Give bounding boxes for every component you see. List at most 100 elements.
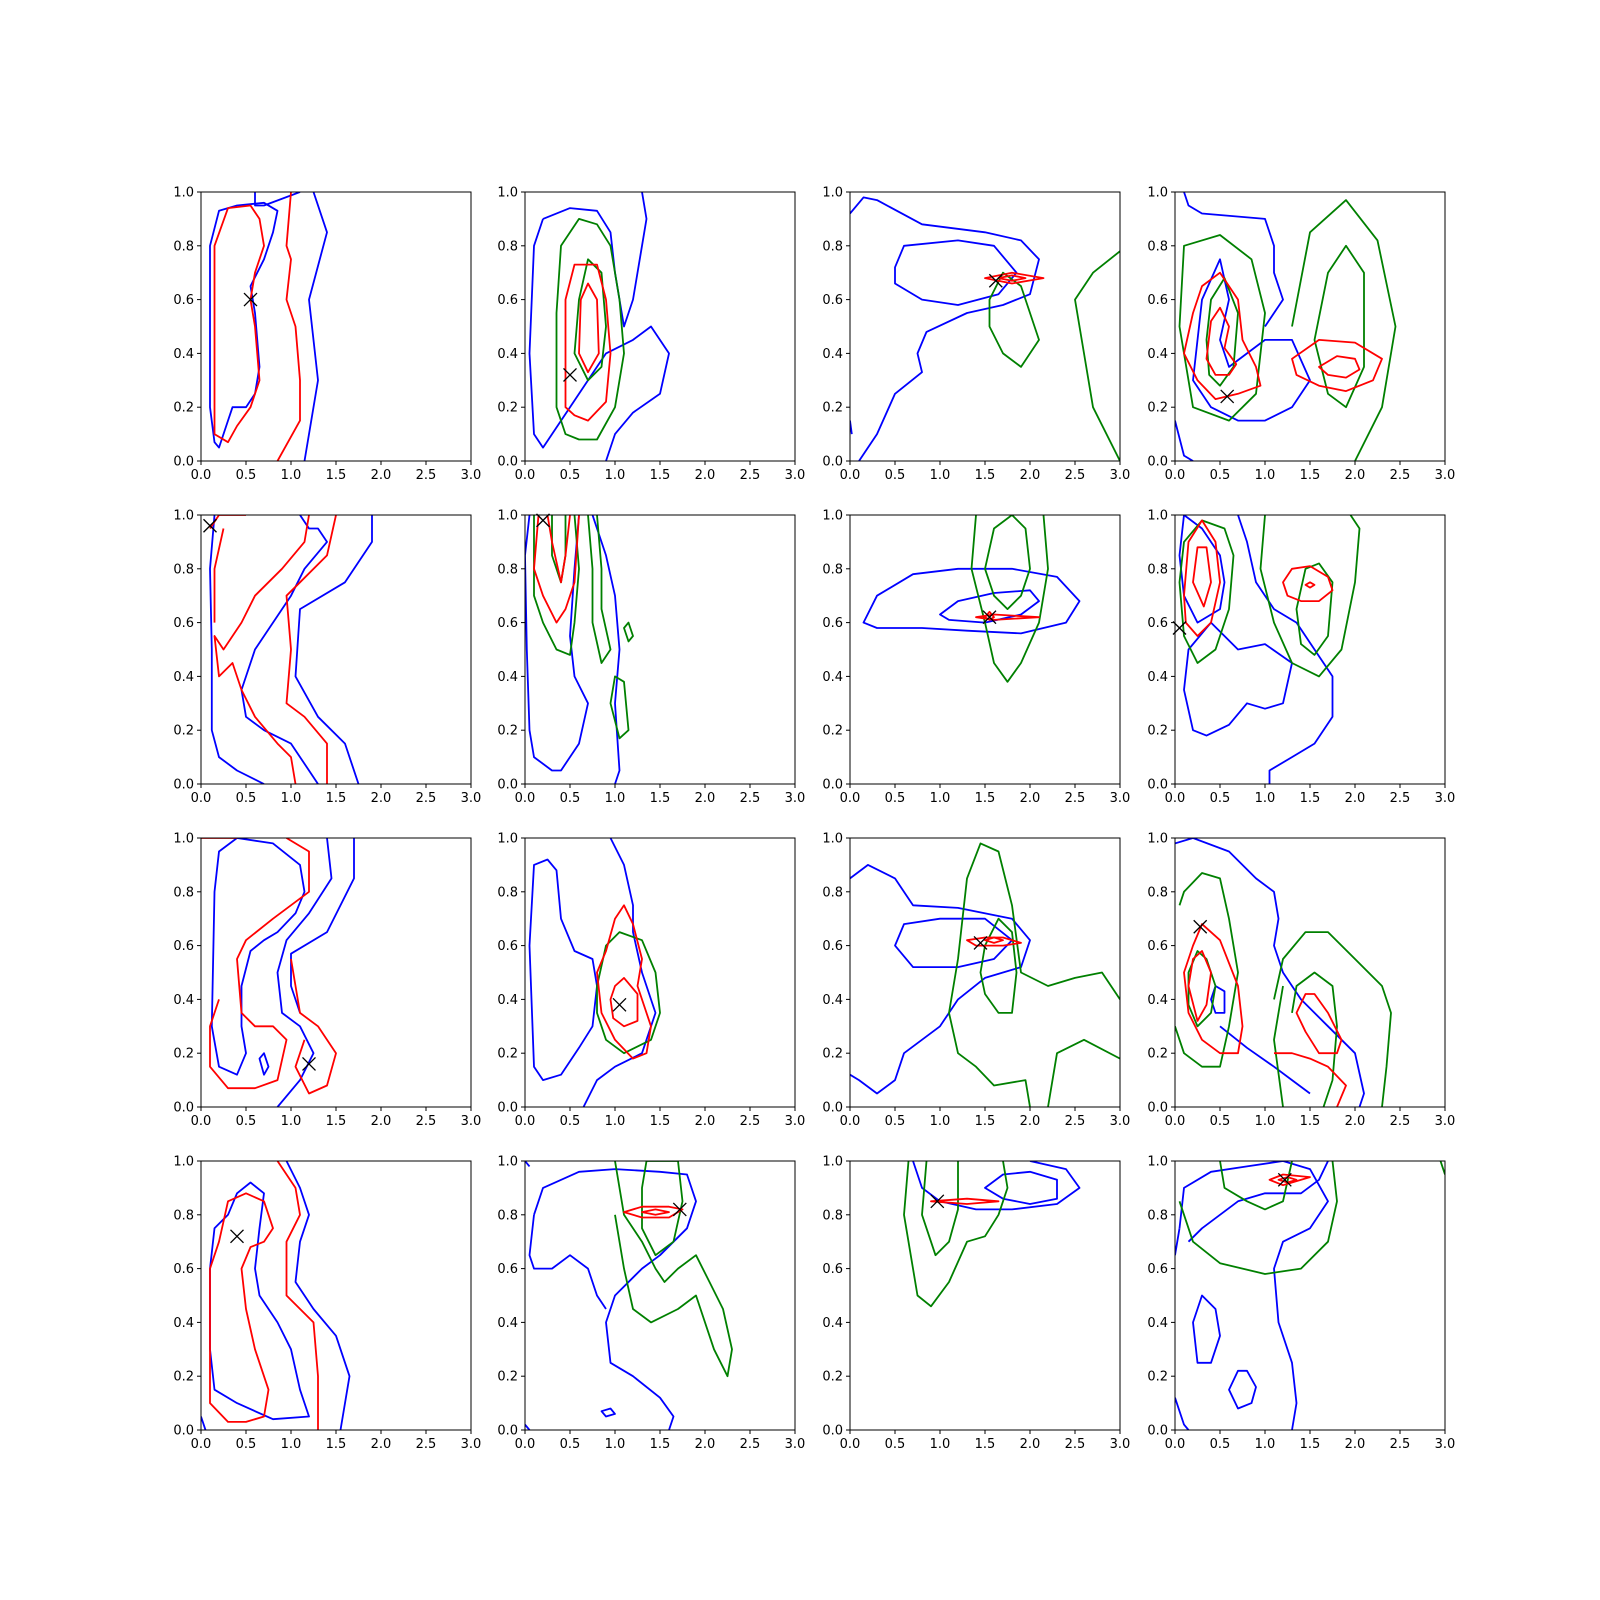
- red-contour-line: [1192, 546, 1212, 608]
- y-tick-label: 0.2: [173, 401, 194, 416]
- green-contour-line: [1439, 1161, 1445, 1175]
- axes-frame: [200, 1160, 472, 1431]
- red-contour-line: [997, 274, 1027, 282]
- red-contour-line: [1295, 993, 1343, 1055]
- axes-frame: [1174, 1160, 1446, 1431]
- y-tick-label: 0.2: [497, 401, 518, 416]
- axes-frame: [849, 1160, 1121, 1431]
- subplot-r1-c3: 0.0 0.5 1.0 1.5 2.0 2.5 3.0 0.0 0.2 0.4 0.6 0.8 1.0: [1147, 509, 1455, 807]
- x-tick-label: 1.5: [326, 791, 347, 806]
- red-contour-line: [1187, 950, 1212, 1022]
- blue-contour-line: [600, 1407, 616, 1418]
- x-tick-label: 2.5: [416, 1114, 437, 1129]
- axes-frame: [849, 837, 1121, 1108]
- subplot-r1-c1: 0.0 0.5 1.0 1.5 2.0 2.5 3.0 0.0 0.2 0.4 0.6 0.8 1.0: [497, 509, 805, 807]
- subplot-r1-c0: 0.0 0.5 1.0 1.5 2.0 2.5 3.0 0.0 0.2 0.4 0.6 0.8 1.0: [173, 509, 481, 807]
- y-tick-label: 0.8: [1147, 562, 1168, 577]
- y-tick-label: 0.4: [822, 1316, 843, 1331]
- blue-contour-line: [1175, 420, 1194, 461]
- blue-contour-line: [1192, 1294, 1221, 1364]
- subplot-r2-c2: 0.0 0.5 1.0 1.5 2.0 2.5 3.0 0.0 0.2 0.4 0.6 0.8 1.0: [822, 832, 1130, 1130]
- blue-contour-line: [939, 589, 1040, 624]
- green-contour-line: [596, 931, 661, 1055]
- y-tick-label: 1.0: [497, 832, 518, 847]
- axes-frame: [524, 1160, 796, 1431]
- y-tick-label: 0.4: [822, 993, 843, 1008]
- subplot-r2-c1: 0.0 0.5 1.0 1.5 2.0 2.5 3.0 0.0 0.2 0.4 0.6 0.8 1.0: [497, 832, 805, 1130]
- x-tick-label: 3.0: [1110, 1437, 1131, 1452]
- x-tick-label: 2.0: [371, 1114, 392, 1129]
- blue-contour-line: [528, 1214, 607, 1310]
- x-tick-label: 0.0: [1165, 791, 1186, 806]
- red-contour-line: [290, 958, 337, 1095]
- x-tick-label: 3.0: [785, 1114, 806, 1129]
- x-tick-label: 0.5: [236, 468, 257, 483]
- y-tick-label: 0.0: [173, 1101, 194, 1116]
- x-tick-label: 0.0: [1165, 1114, 1186, 1129]
- x-tick-label: 0.0: [515, 1114, 536, 1129]
- blue-contour-line: [525, 1424, 531, 1430]
- x-tick-label: 3.0: [1435, 468, 1456, 483]
- y-tick-label: 1.0: [497, 186, 518, 201]
- blue-contour-line: [303, 192, 328, 461]
- y-tick-label: 1.0: [173, 509, 194, 524]
- x-tick-label: 1.0: [605, 791, 626, 806]
- y-tick-label: 0.2: [822, 1047, 843, 1062]
- green-contour-line: [555, 217, 625, 441]
- y-tick-label: 0.6: [173, 939, 194, 954]
- x-tick-label: 0.5: [885, 791, 906, 806]
- green-contour-line: [623, 621, 634, 643]
- y-tick-label: 0.2: [173, 1047, 194, 1062]
- x-tick-label: 3.0: [785, 1437, 806, 1452]
- y-tick-label: 1.0: [497, 509, 518, 524]
- x-tick-label: 2.0: [1345, 791, 1366, 806]
- subplot-r3-c3: 0.0 0.5 1.0 1.5 2.0 2.5 3.0 0.0 0.2 0.4 0.6 0.8 1.0: [1147, 1155, 1455, 1453]
- red-contour-line: [1318, 355, 1361, 379]
- y-tick-label: 0.2: [822, 1370, 843, 1385]
- y-tick-label: 0.4: [173, 670, 194, 685]
- y-tick-label: 0.4: [173, 1316, 194, 1331]
- contour-lines: [850, 196, 1120, 461]
- y-tick-label: 0.2: [822, 724, 843, 739]
- x-tick-label: 3.0: [785, 791, 806, 806]
- contour-lines: [862, 515, 1081, 683]
- x-tick-label: 1.0: [281, 1114, 302, 1129]
- x-tick-label: 0.5: [885, 1114, 906, 1129]
- contour-lines: [528, 192, 670, 461]
- y-tick-label: 1.0: [173, 186, 194, 201]
- y-tick-label: 1.0: [497, 1155, 518, 1170]
- x-tick-label: 1.0: [281, 791, 302, 806]
- x-tick-label: 2.0: [1020, 1437, 1041, 1452]
- red-contour-line: [609, 977, 639, 1028]
- y-tick-label: 0.2: [497, 724, 518, 739]
- x-tick-label: 2.5: [1065, 791, 1086, 806]
- x-marker: [243, 292, 258, 307]
- green-contour-line: [1205, 277, 1239, 387]
- contour-lines: [1175, 192, 1397, 461]
- y-tick-label: 0.0: [497, 778, 518, 793]
- red-contour-line: [564, 263, 612, 422]
- y-tick-label: 0.8: [1147, 885, 1168, 900]
- red-contour-line: [984, 936, 1004, 944]
- green-contour-line: [970, 515, 1049, 683]
- y-tick-label: 1.0: [173, 832, 194, 847]
- blue-contour-line: [528, 858, 598, 1081]
- x-tick-label: 2.0: [695, 1437, 716, 1452]
- subplot-r3-c2: 0.0 0.5 1.0 1.5 2.0 2.5 3.0 0.0 0.2 0.4 0.6 0.8 1.0: [822, 1155, 1130, 1453]
- x-marker: [536, 513, 550, 528]
- x-tick-label: 3.0: [1110, 791, 1131, 806]
- blue-contour-line: [209, 201, 279, 449]
- red-contour-line: [1183, 519, 1221, 637]
- red-contour-line: [276, 1161, 319, 1430]
- x-marker: [672, 1202, 687, 1217]
- axes-frame: [200, 514, 472, 785]
- red-contour-line: [1277, 1176, 1298, 1184]
- x-tick-label: 0.0: [840, 791, 861, 806]
- y-tick-label: 0.2: [1147, 1047, 1168, 1062]
- y-tick-label: 0.8: [173, 885, 194, 900]
- green-contour-line: [533, 515, 580, 656]
- y-tick-label: 1.0: [822, 509, 843, 524]
- y-tick-label: 0.6: [497, 939, 518, 954]
- green-contour-line: [641, 1161, 684, 1257]
- x-tick-label: 0.5: [236, 1437, 257, 1452]
